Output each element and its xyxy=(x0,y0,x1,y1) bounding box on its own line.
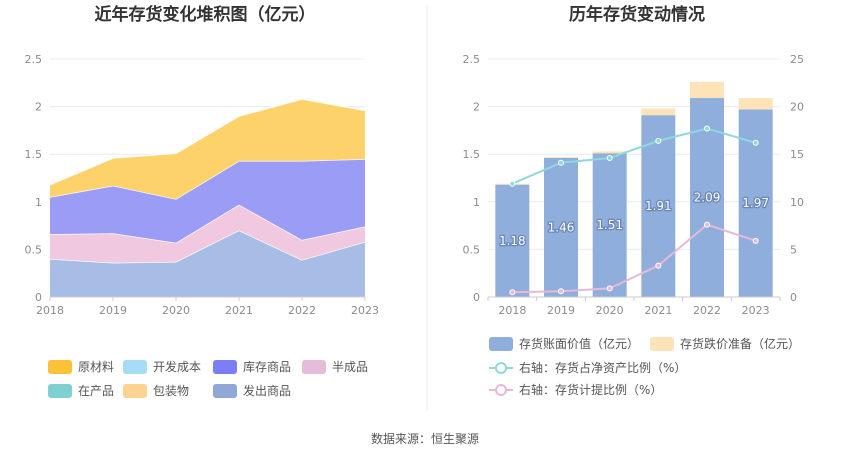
bar-book-value xyxy=(495,184,530,297)
data-source: 数据来源：恒生聚源 xyxy=(371,431,479,446)
left-axes: 0 0.5 1 1.5 2 2.5 2018 2019 2020 2021 2022 2023 xyxy=(25,53,380,317)
bar-book-value xyxy=(592,153,627,297)
area-半成品 xyxy=(50,204,365,263)
left-y-tick-label: 1 xyxy=(35,196,42,209)
bar-value-label: 1.18 xyxy=(499,234,526,248)
left-legend-swatch xyxy=(123,384,147,398)
bar-value-label: 1.51 xyxy=(596,218,623,232)
right-legend-label: 右轴：存货计提比例（%） xyxy=(519,382,662,397)
area-原材料 xyxy=(50,98,365,199)
left-x-tick-label: 2020 xyxy=(162,304,190,317)
left-legend-label: 库存商品 xyxy=(243,359,291,374)
right-y2-tick-label: 15 xyxy=(790,148,804,161)
right-y2-tick-label: 10 xyxy=(790,196,804,209)
left-y-tick-label: 2.5 xyxy=(25,53,43,66)
bar-impairment xyxy=(738,98,773,110)
left-legend-swatch xyxy=(302,360,326,374)
left-legend-label: 包装物 xyxy=(153,384,189,398)
right-y2-tick-label: 20 xyxy=(790,101,804,114)
bar-impairment xyxy=(690,81,724,99)
line-point xyxy=(752,139,759,146)
right-x-tick-label: 2019 xyxy=(547,304,575,317)
left-y-tick-label: 1.5 xyxy=(25,148,43,161)
right-gridlines xyxy=(488,58,780,250)
line-point xyxy=(509,289,516,296)
right-chart-title: 历年存货变动情况 xyxy=(569,4,705,25)
right-bar-series xyxy=(495,81,773,298)
left-x-tick-label: 2022 xyxy=(288,304,316,317)
bar-impairment xyxy=(544,157,578,159)
right-legend-marker xyxy=(495,384,507,396)
right-x-tick-label: 2020 xyxy=(596,304,624,317)
line-point xyxy=(606,285,613,292)
bar-book-value xyxy=(544,158,578,297)
left-legend-label: 半成品 xyxy=(332,360,368,374)
right-axes: 0 0.5 1 1.5 2 2.5 0 5 10 15 20 25 2018 2019 2020 2021 20… xyxy=(463,53,805,317)
right-x-tick-label: 2018 xyxy=(498,304,526,317)
bar-value-label: 2.09 xyxy=(694,191,721,205)
right-y2-tick-label: 5 xyxy=(790,243,797,256)
line-右轴：存货占净资产比例（%） xyxy=(511,127,756,185)
right-legend-swatch xyxy=(650,337,674,351)
left-legend-swatch xyxy=(123,360,147,374)
right-y-tick-label: 0.5 xyxy=(463,243,481,256)
area-库存商品 xyxy=(50,158,365,243)
left-legend-label: 开发成本 xyxy=(153,359,201,374)
left-area-series xyxy=(49,98,366,297)
left-legend-swatch xyxy=(213,360,237,374)
line-point xyxy=(655,262,662,269)
right-y2-tick-label: 25 xyxy=(790,53,804,66)
right-y-tick-label: 1.5 xyxy=(463,148,481,161)
right-y-tick-label: 0 xyxy=(473,291,480,304)
right-legend-label: 右轴：存货占净资产比例（%） xyxy=(519,360,686,375)
right-line-series: 1.18 1.46 1.51 1.91 2.09 1.97 xyxy=(498,125,770,296)
line-point xyxy=(655,137,662,144)
bar-impairment xyxy=(592,151,627,154)
left-y-tick-label: 2 xyxy=(35,101,42,114)
right-legend-swatch xyxy=(489,337,513,351)
line-point xyxy=(606,155,613,162)
right-legend-label: 存货跌价准备（亿元） xyxy=(680,336,800,351)
left-legend-label: 原材料 xyxy=(78,360,114,374)
line-point xyxy=(509,180,516,187)
area-发出商品 xyxy=(50,230,365,297)
right-x-tick-label: 2022 xyxy=(693,304,721,317)
line-point xyxy=(752,237,759,244)
right-legend-marker xyxy=(495,362,507,374)
left-y-tick-label: 0 xyxy=(35,291,42,304)
line-point xyxy=(558,159,564,166)
left-legend-label: 发出商品 xyxy=(243,383,291,398)
left-x-tick-label: 2019 xyxy=(99,304,127,317)
line-point xyxy=(558,288,564,295)
line-point xyxy=(704,221,710,228)
left-legend-swatch xyxy=(48,384,72,398)
right-y-tick-label: 2.5 xyxy=(463,53,481,66)
left-x-tick-label: 2023 xyxy=(351,304,379,317)
left-chart-title: 近年存货变化堆积图（亿元） xyxy=(95,4,316,25)
bar-value-label: 1.97 xyxy=(742,196,769,210)
bar-impairment xyxy=(641,108,676,116)
bar-value-label: 1.46 xyxy=(548,221,575,235)
right-y2-tick-label: 0 xyxy=(790,291,797,304)
line-point xyxy=(704,125,710,132)
bar-value-label: 1.91 xyxy=(645,199,672,213)
right-x-tick-label: 2021 xyxy=(644,304,672,317)
left-x-tick-label: 2021 xyxy=(225,304,253,317)
left-legend-swatch xyxy=(213,384,237,398)
right-legend-label: 存货账面价值（亿元） xyxy=(519,336,639,351)
left-legend-label: 在产品 xyxy=(78,384,114,398)
right-x-tick-label: 2023 xyxy=(742,304,770,317)
right-y-tick-label: 1 xyxy=(473,196,480,209)
left-y-tick-label: 0.5 xyxy=(25,243,43,256)
left-x-tick-label: 2018 xyxy=(36,304,64,317)
area-edge-原材料 xyxy=(49,98,366,186)
right-y-tick-label: 2 xyxy=(473,101,480,114)
right-legend: 存货账面价值（亿元） 存货跌价准备（亿元） 右轴：存货占净资产比例（%） 右轴：存货计… xyxy=(489,336,800,397)
left-legend-swatch xyxy=(48,360,72,374)
line-右轴：存货计提比例（%） xyxy=(512,223,756,294)
